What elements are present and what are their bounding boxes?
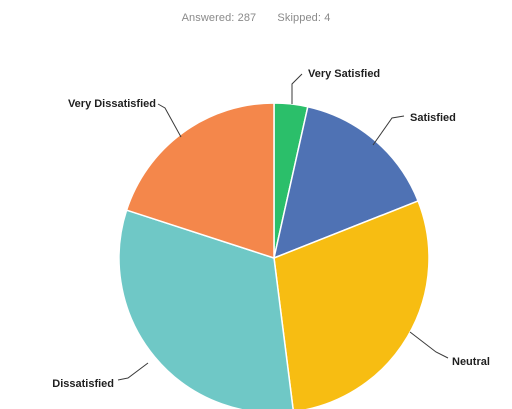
slice-label-satisfied: Satisfied	[410, 112, 456, 124]
slice-label-dissatisfied: Dissatisfied	[52, 378, 114, 390]
answered-stat: Answered: 287	[182, 12, 257, 24]
pie-slice-satisfied[interactable]	[272, 105, 420, 260]
answered-count: 287	[237, 12, 257, 24]
leader-line-very-dissatisfied	[157, 103, 182, 138]
pie-slices	[118, 102, 430, 409]
response-summary: Answered: 287 Skipped: 4	[0, 12, 512, 24]
pie-slice-dissatisfied[interactable]	[118, 209, 294, 409]
leader-line-very-satisfied	[291, 73, 303, 104]
pie-slice-very-dissatisfied[interactable]	[125, 102, 275, 260]
slice-label-very-dissatisfied: Very Dissatisfied	[68, 98, 156, 110]
leader-line-neutral	[409, 331, 449, 359]
skipped-count: 4	[324, 12, 331, 24]
skipped-stat: Skipped: 4	[277, 12, 330, 24]
leader-line-dissatisfied	[117, 362, 149, 381]
slice-label-very-satisfied: Very Satisfied	[308, 68, 380, 80]
answered-label: Answered:	[181, 12, 235, 24]
skipped-label: Skipped:	[277, 12, 322, 24]
leader-line-satisfied	[372, 115, 405, 146]
pie-labels: Very Satisfied Satisfied Neutral Dissatisfi…	[52, 68, 490, 390]
slice-label-neutral: Neutral	[452, 356, 490, 368]
pie-slice-neutral[interactable]	[273, 199, 430, 409]
